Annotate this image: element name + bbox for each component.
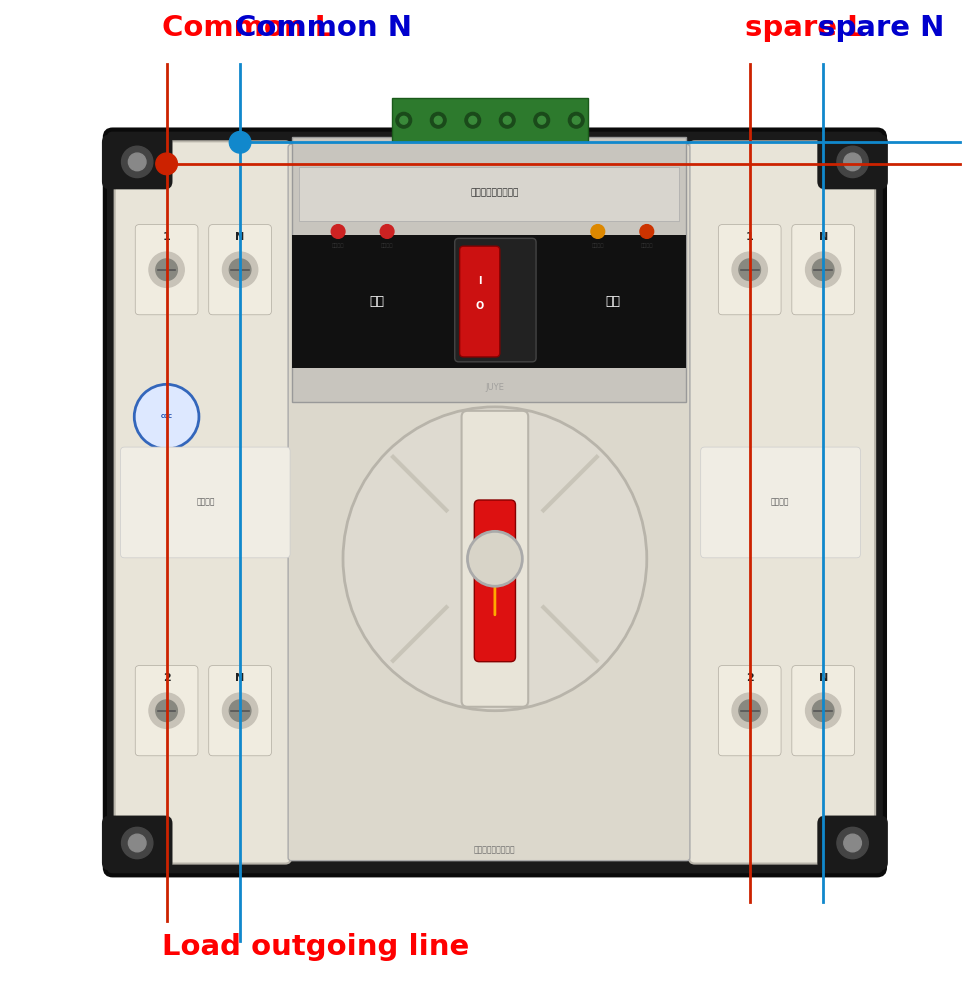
Text: 2: 2 [163,673,171,683]
Text: Load outgoing line: Load outgoing line [162,933,469,961]
Circle shape [156,700,177,721]
Circle shape [229,700,251,721]
Text: 2: 2 [746,673,754,683]
Circle shape [739,700,760,721]
FancyBboxPatch shape [792,666,855,756]
Circle shape [222,252,258,287]
Circle shape [837,827,868,859]
Circle shape [844,834,861,852]
Circle shape [400,116,408,124]
Circle shape [430,112,446,128]
Circle shape [122,146,153,178]
Circle shape [149,252,184,287]
Circle shape [468,116,476,124]
Text: Common N: Common N [235,14,413,42]
Text: 手动: 手动 [605,295,620,308]
Text: 自动: 自动 [369,295,385,308]
FancyBboxPatch shape [115,141,291,864]
FancyBboxPatch shape [135,225,198,315]
FancyBboxPatch shape [817,816,888,870]
Circle shape [591,225,605,238]
Circle shape [343,407,647,711]
Circle shape [396,112,412,128]
Text: JUYE: JUYE [485,383,505,392]
Circle shape [434,116,442,124]
FancyBboxPatch shape [209,225,271,315]
Text: 1: 1 [163,232,171,242]
Circle shape [467,531,522,586]
FancyBboxPatch shape [121,447,290,558]
FancyBboxPatch shape [718,225,781,315]
Text: Common L: Common L [162,14,333,42]
Circle shape [229,259,251,280]
Circle shape [538,116,546,124]
FancyBboxPatch shape [474,500,515,662]
Circle shape [640,225,654,238]
Text: O: O [475,301,484,311]
Circle shape [128,834,146,852]
Text: N: N [818,232,828,242]
Circle shape [122,827,153,859]
Text: 备用电源: 备用电源 [771,497,789,506]
FancyBboxPatch shape [455,238,536,362]
Bar [292,137,686,402]
Text: 1: 1 [746,232,754,242]
FancyBboxPatch shape [462,411,528,707]
FancyBboxPatch shape [792,225,855,315]
Circle shape [504,116,512,124]
Circle shape [806,693,841,728]
Circle shape [806,252,841,287]
Text: 双电源自动转换开关: 双电源自动转换开关 [470,189,519,198]
Circle shape [739,259,760,280]
Circle shape [380,225,394,238]
Text: 备用合闸: 备用合闸 [592,243,604,248]
Circle shape [568,112,584,128]
Circle shape [128,153,146,171]
FancyBboxPatch shape [817,134,888,189]
Circle shape [500,112,515,128]
Text: N: N [235,232,245,242]
Circle shape [844,153,861,171]
Circle shape [465,112,480,128]
FancyBboxPatch shape [105,130,885,875]
Circle shape [156,153,177,175]
Circle shape [156,259,177,280]
FancyBboxPatch shape [689,141,875,864]
Text: 双电源自动转换开关: 双电源自动转换开关 [474,845,515,854]
FancyBboxPatch shape [718,666,781,756]
Circle shape [572,116,580,124]
Text: spare L: spare L [745,14,865,42]
FancyBboxPatch shape [460,246,500,357]
FancyBboxPatch shape [102,816,172,870]
Circle shape [149,693,184,728]
Text: 常用电源: 常用电源 [197,497,215,506]
Circle shape [134,384,199,449]
Text: 常用电源: 常用电源 [332,243,344,248]
FancyBboxPatch shape [288,144,690,861]
Text: CCC: CCC [161,414,172,419]
Bar [292,235,686,368]
Text: N: N [818,673,828,683]
Circle shape [732,693,767,728]
Text: N: N [235,673,245,683]
Circle shape [331,225,345,238]
Text: 常用合闸: 常用合闸 [381,243,393,248]
Text: spare N: spare N [818,14,945,42]
Circle shape [222,693,258,728]
FancyBboxPatch shape [102,134,172,189]
Bar [392,98,588,142]
Text: I: I [478,276,481,286]
Circle shape [837,146,868,178]
Bar [299,167,679,221]
FancyBboxPatch shape [701,447,860,558]
FancyBboxPatch shape [135,666,198,756]
Circle shape [229,132,251,153]
FancyBboxPatch shape [209,666,271,756]
Circle shape [812,259,834,280]
Circle shape [534,112,550,128]
Circle shape [732,252,767,287]
Text: 备用电源: 备用电源 [641,243,653,248]
Circle shape [812,700,834,721]
